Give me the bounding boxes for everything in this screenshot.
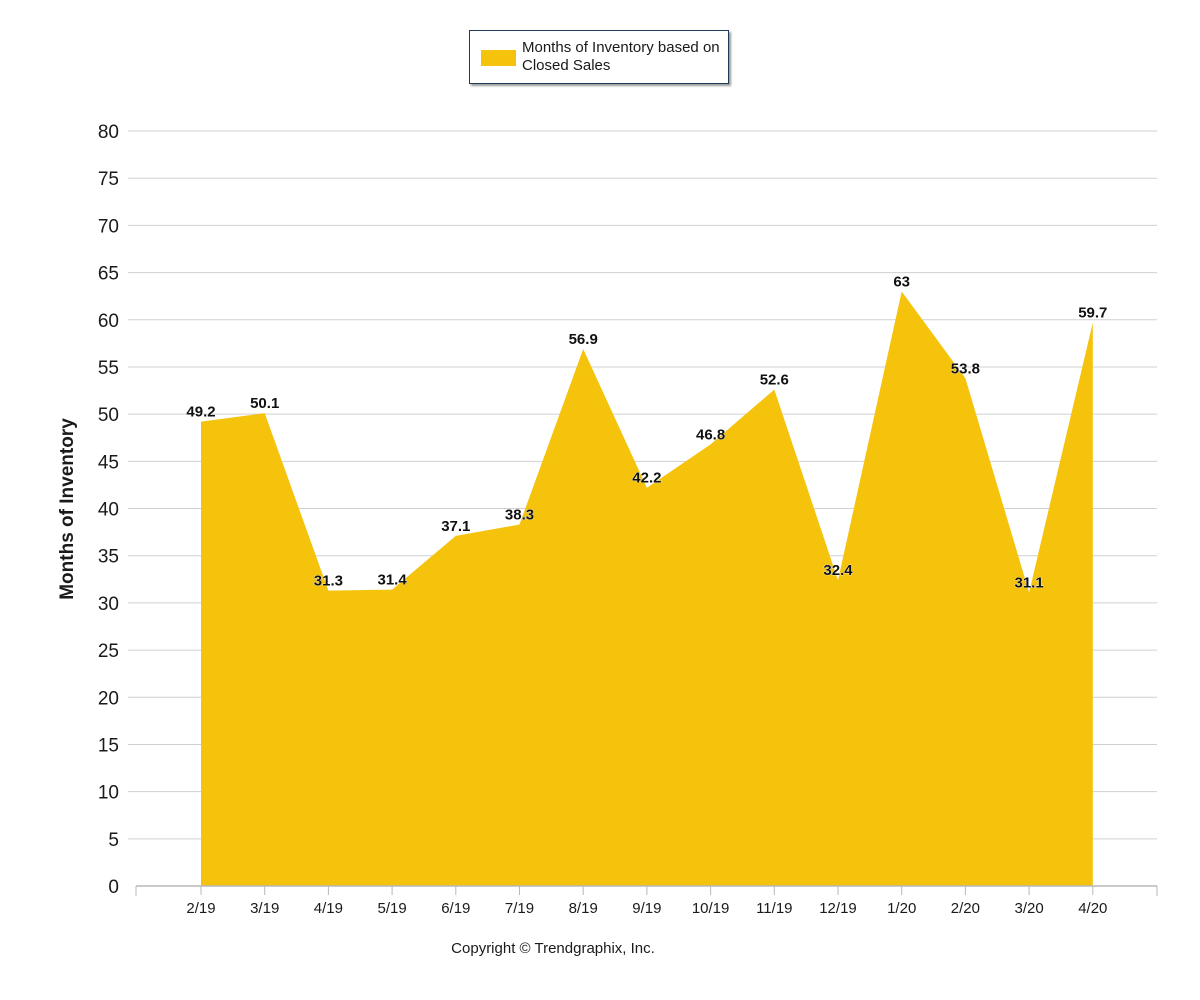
data-labels: 49.2 50.1 31.3 31.4 37.1 38.3 56.9 42.2 46.8 52.6… [186,273,1108,592]
x-tick-label: 4/20 [1078,900,1107,917]
series-area [201,291,1093,886]
x-tick-label: 12/19 [819,900,857,917]
x-tick-label: 3/20 [1014,900,1043,917]
data-label: 49.2 [186,404,215,421]
y-tick-label: 50 [98,405,119,426]
data-label: 31.1 [1014,574,1043,591]
x-tick-label: 8/19 [569,900,598,917]
y-tick-label: 25 [98,641,119,662]
legend-label: Months of Inventory based on Closed Sale… [522,39,720,74]
data-label: 56.9 [569,331,598,348]
x-tick-label: 2/20 [951,900,980,917]
x-tick-label: 2/19 [186,900,215,917]
legend-swatch [481,50,516,66]
x-tick-label: 1/20 [887,900,916,917]
x-tick-label: 5/19 [377,900,406,917]
data-label: 50.1 [250,395,279,412]
x-tick-label: 3/19 [250,900,279,917]
y-tick-label: 0 [108,877,119,898]
copyright-footer: Copyright © Trendgraphix, Inc. [451,940,655,957]
data-label: 38.3 [505,507,534,524]
y-tick-label: 35 [98,547,119,568]
series-area-group [201,291,1093,886]
y-tick-label: 70 [98,216,119,237]
data-label: 52.6 [760,372,789,389]
y-tick-label: 15 [98,735,119,756]
data-label: 53.8 [951,360,980,377]
y-tick-label: 30 [98,594,119,615]
y-tick-label: 55 [98,358,119,379]
x-tick-label: 7/19 [505,900,534,917]
data-label: 37.1 [441,518,470,535]
y-tick-label: 45 [98,452,119,473]
x-tick-label: 11/19 [756,900,792,917]
y-tick-label: 20 [98,688,119,709]
x-tick-label: 9/19 [632,900,661,917]
y-tick-label: 75 [98,169,119,190]
data-label: 31.3 [314,573,343,590]
x-tick-label: 6/19 [441,900,470,917]
legend: Months of Inventory based on Closed Sale… [469,30,729,84]
x-tick-label: 4/19 [314,900,343,917]
data-label: 63 [893,273,910,290]
data-label: 59.7 [1078,305,1107,322]
y-tick-label: 65 [98,264,119,285]
y-tick-label: 60 [98,311,119,332]
y-tick-label: 40 [98,500,119,521]
y-axis-tick-labels: 0 5 10 15 20 25 30 35 40 45 50 55 60 65 70 75 80 [98,122,119,898]
data-label: 46.8 [696,426,725,443]
data-label: 32.4 [823,562,853,579]
y-axis-title: Months of Inventory [57,418,78,600]
data-label: 42.2 [632,470,661,487]
data-label: 31.4 [377,572,407,589]
y-tick-label: 10 [98,783,119,804]
y-tick-label: 80 [98,122,119,143]
y-tick-label: 5 [108,830,119,851]
x-axis: 2/19 3/19 4/19 5/19 6/19 7/19 8/19 9/19 10/19 11/… [135,885,1158,917]
x-tick-label: 10/19 [692,900,730,917]
